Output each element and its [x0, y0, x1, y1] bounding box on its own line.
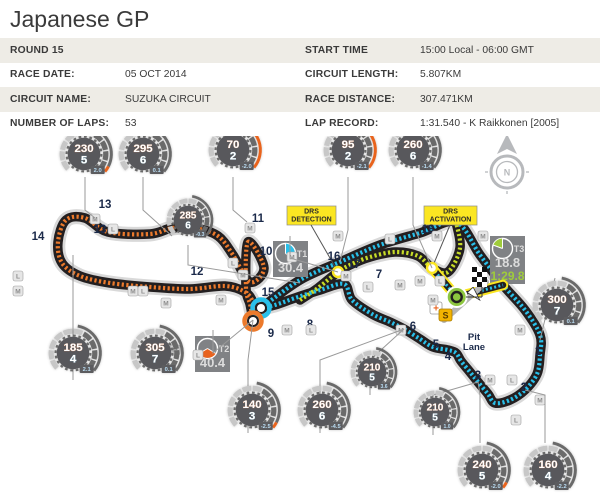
svg-text:L: L	[231, 260, 235, 267]
svg-text:-1.4: -1.4	[422, 164, 433, 170]
svg-text:7: 7	[554, 306, 560, 318]
svg-text:M: M	[335, 233, 340, 240]
svg-text:5: 5	[479, 471, 486, 483]
svg-text:9: 9	[268, 328, 274, 340]
svg-text:185: 185	[63, 342, 83, 354]
svg-text:6: 6	[140, 155, 146, 167]
svg-text:240: 240	[472, 459, 491, 471]
svg-text:10: 10	[260, 246, 273, 258]
svg-text:4: 4	[545, 471, 552, 483]
svg-text:L: L	[388, 236, 392, 243]
svg-text:M: M	[430, 297, 435, 304]
svg-text:M: M	[397, 282, 402, 289]
svg-text:2.0: 2.0	[94, 168, 102, 174]
svg-text:95: 95	[342, 139, 355, 151]
svg-text:M: M	[537, 397, 542, 404]
svg-text:L: L	[196, 352, 200, 359]
svg-text:70: 70	[227, 139, 240, 151]
svg-text:300: 300	[547, 294, 566, 306]
svg-text:DRS: DRS	[304, 209, 319, 216]
svg-text:3: 3	[475, 370, 481, 382]
svg-text:305: 305	[145, 342, 165, 354]
svg-text:M: M	[480, 233, 485, 240]
svg-text:L: L	[309, 327, 313, 334]
svg-text:0.1: 0.1	[567, 319, 576, 325]
svg-text:15: 15	[262, 287, 275, 299]
svg-text:M: M	[284, 327, 289, 334]
svg-text:5: 5	[432, 412, 438, 423]
svg-text:-0.3: -0.3	[196, 232, 205, 238]
svg-text:M: M	[92, 216, 97, 223]
svg-text:Lane: Lane	[463, 342, 485, 353]
svg-text:17: 17	[348, 259, 361, 271]
svg-text:295: 295	[133, 143, 153, 155]
svg-text:2: 2	[521, 382, 527, 394]
svg-text:40.4: 40.4	[200, 355, 226, 370]
svg-text:-2.5: -2.5	[261, 424, 272, 430]
svg-text:0.1: 0.1	[153, 168, 162, 174]
svg-text:L: L	[141, 288, 145, 295]
svg-text:13: 13	[99, 199, 112, 211]
svg-text:16: 16	[328, 251, 341, 263]
svg-text:M: M	[343, 273, 348, 280]
svg-text:M: M	[517, 327, 522, 334]
svg-text:4: 4	[445, 351, 452, 363]
svg-text:5: 5	[81, 155, 88, 167]
svg-text:S: S	[442, 311, 448, 321]
svg-text:6: 6	[185, 220, 191, 231]
svg-text:6: 6	[410, 151, 416, 163]
svg-text:L: L	[438, 278, 442, 285]
svg-text:-2.0: -2.0	[491, 484, 501, 490]
svg-text:5: 5	[369, 372, 375, 383]
svg-text:M: M	[417, 278, 422, 285]
svg-text:M: M	[163, 300, 168, 307]
svg-text:1:29.8: 1:29.8	[490, 269, 524, 283]
svg-text:3.6: 3.6	[381, 384, 388, 390]
svg-text:14: 14	[32, 231, 45, 243]
svg-text:DRS: DRS	[443, 209, 458, 216]
svg-text:L: L	[514, 417, 518, 424]
svg-text:13: 13	[94, 224, 107, 236]
svg-text:18.8: 18.8	[495, 255, 520, 270]
svg-text:L: L	[111, 226, 115, 233]
svg-text:2: 2	[230, 151, 236, 163]
svg-text:-4.5: -4.5	[331, 424, 342, 430]
svg-text:6: 6	[410, 321, 416, 333]
svg-text:160: 160	[538, 459, 557, 471]
svg-text:M: M	[15, 288, 20, 295]
svg-text:DETECTION: DETECTION	[291, 217, 331, 224]
svg-text:M: M	[487, 377, 492, 384]
svg-text:5: 5	[433, 339, 440, 351]
svg-text:230: 230	[74, 143, 93, 155]
svg-text:260: 260	[312, 399, 331, 411]
svg-text:4: 4	[70, 354, 77, 366]
svg-text:260: 260	[403, 139, 422, 151]
svg-text:L: L	[16, 273, 20, 280]
svg-text:6: 6	[319, 411, 325, 423]
svg-text:-2.0: -2.0	[242, 164, 252, 170]
svg-text:12: 12	[191, 266, 204, 278]
svg-text:L: L	[366, 284, 370, 291]
svg-text:1.0: 1.0	[444, 424, 451, 430]
svg-text:3: 3	[249, 411, 255, 423]
svg-text:M: M	[130, 288, 135, 295]
svg-text:L: L	[510, 377, 514, 384]
svg-text:1: 1	[535, 346, 542, 358]
svg-text:0.1: 0.1	[165, 367, 174, 373]
svg-text:-2.1: -2.1	[357, 164, 368, 170]
svg-text:M: M	[434, 233, 439, 240]
svg-text:7: 7	[376, 269, 382, 281]
svg-text:2.1: 2.1	[83, 367, 92, 373]
svg-text:-2.2: -2.2	[557, 484, 567, 490]
svg-text:2: 2	[345, 151, 351, 163]
svg-text:T1: T1	[297, 249, 308, 259]
svg-text:M: M	[247, 225, 252, 232]
svg-text:7: 7	[152, 354, 158, 366]
svg-text:T2: T2	[219, 344, 230, 354]
svg-text:140: 140	[242, 399, 261, 411]
svg-text:T3: T3	[514, 244, 525, 254]
svg-text:ACTIVATION: ACTIVATION	[430, 217, 472, 224]
svg-text:M: M	[218, 297, 223, 304]
svg-text:N: N	[504, 168, 511, 178]
